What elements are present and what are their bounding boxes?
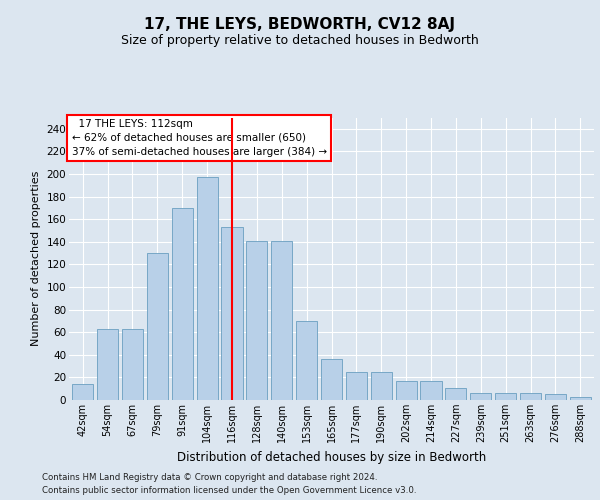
Bar [371, 372, 392, 400]
X-axis label: Distribution of detached houses by size in Bedworth: Distribution of detached houses by size … [177, 450, 486, 464]
Bar [321, 360, 342, 400]
Bar [520, 393, 541, 400]
Text: Contains HM Land Registry data © Crown copyright and database right 2024.: Contains HM Land Registry data © Crown c… [42, 472, 377, 482]
Bar [470, 393, 491, 400]
Bar [172, 208, 193, 400]
Bar [122, 329, 143, 400]
Bar [197, 178, 218, 400]
Bar [271, 240, 292, 400]
Bar [421, 381, 442, 400]
Bar [147, 253, 168, 400]
Bar [545, 394, 566, 400]
Bar [570, 396, 591, 400]
Bar [72, 384, 93, 400]
Bar [445, 388, 466, 400]
Bar [346, 372, 367, 400]
Bar [221, 227, 242, 400]
Y-axis label: Number of detached properties: Number of detached properties [31, 171, 41, 346]
Bar [246, 240, 268, 400]
Text: 17, THE LEYS, BEDWORTH, CV12 8AJ: 17, THE LEYS, BEDWORTH, CV12 8AJ [145, 18, 455, 32]
Text: 17 THE LEYS: 112sqm
← 62% of detached houses are smaller (650)
37% of semi-detac: 17 THE LEYS: 112sqm ← 62% of detached ho… [71, 119, 327, 157]
Text: Size of property relative to detached houses in Bedworth: Size of property relative to detached ho… [121, 34, 479, 47]
Bar [395, 381, 417, 400]
Bar [495, 393, 516, 400]
Bar [97, 329, 118, 400]
Bar [296, 321, 317, 400]
Text: Contains public sector information licensed under the Open Government Licence v3: Contains public sector information licen… [42, 486, 416, 495]
